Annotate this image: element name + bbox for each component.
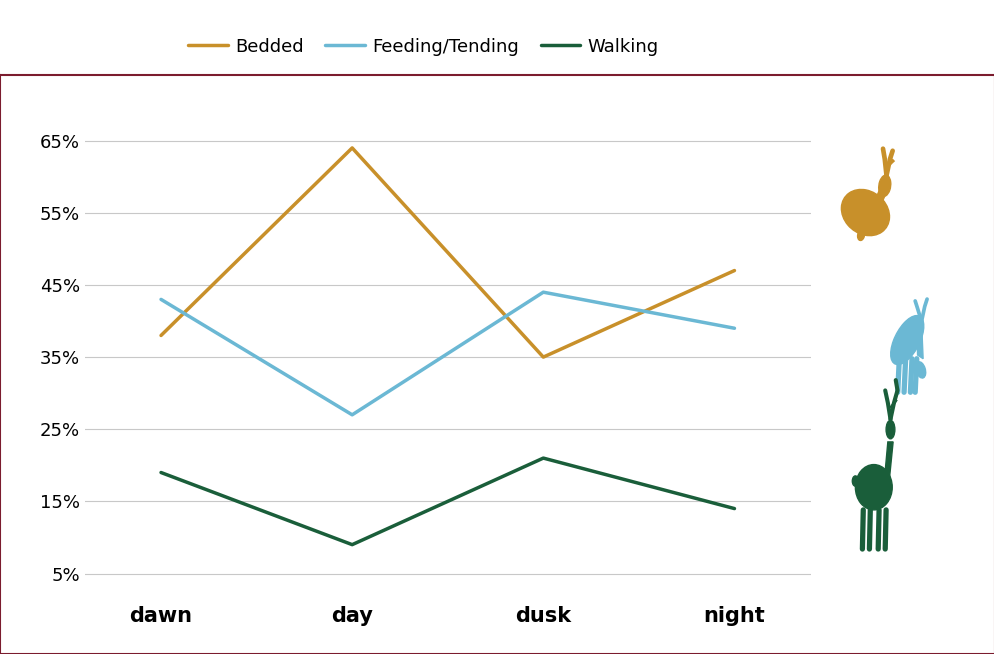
Ellipse shape (878, 175, 890, 196)
Walking (728, 505, 740, 513)
Ellipse shape (855, 464, 892, 510)
Bedded (155, 332, 167, 339)
Bedded (728, 267, 740, 275)
Walking (346, 541, 358, 549)
Feeding/Tending (346, 411, 358, 419)
Ellipse shape (890, 316, 922, 364)
Ellipse shape (857, 230, 864, 241)
Feeding/Tending (537, 288, 549, 296)
Bedded (346, 144, 358, 152)
Polygon shape (915, 318, 922, 358)
Walking (155, 468, 167, 476)
Feeding/Tending (728, 324, 740, 332)
Bedded (537, 353, 549, 361)
Legend: Bedded, Feeding/Tending, Walking: Bedded, Feeding/Tending, Walking (181, 30, 665, 63)
Ellipse shape (914, 362, 924, 378)
Ellipse shape (886, 421, 894, 439)
Polygon shape (885, 442, 893, 477)
Feeding/Tending (155, 296, 167, 303)
Text: Time Spent in Behaviors by Time of Day: Time Spent in Behaviors by Time of Day (155, 23, 839, 52)
Polygon shape (876, 182, 888, 202)
Line: Feeding/Tending: Feeding/Tending (161, 292, 734, 415)
Ellipse shape (841, 190, 889, 235)
Line: Bedded: Bedded (161, 148, 734, 357)
Ellipse shape (852, 476, 858, 486)
Walking (537, 454, 549, 462)
Line: Walking: Walking (161, 458, 734, 545)
